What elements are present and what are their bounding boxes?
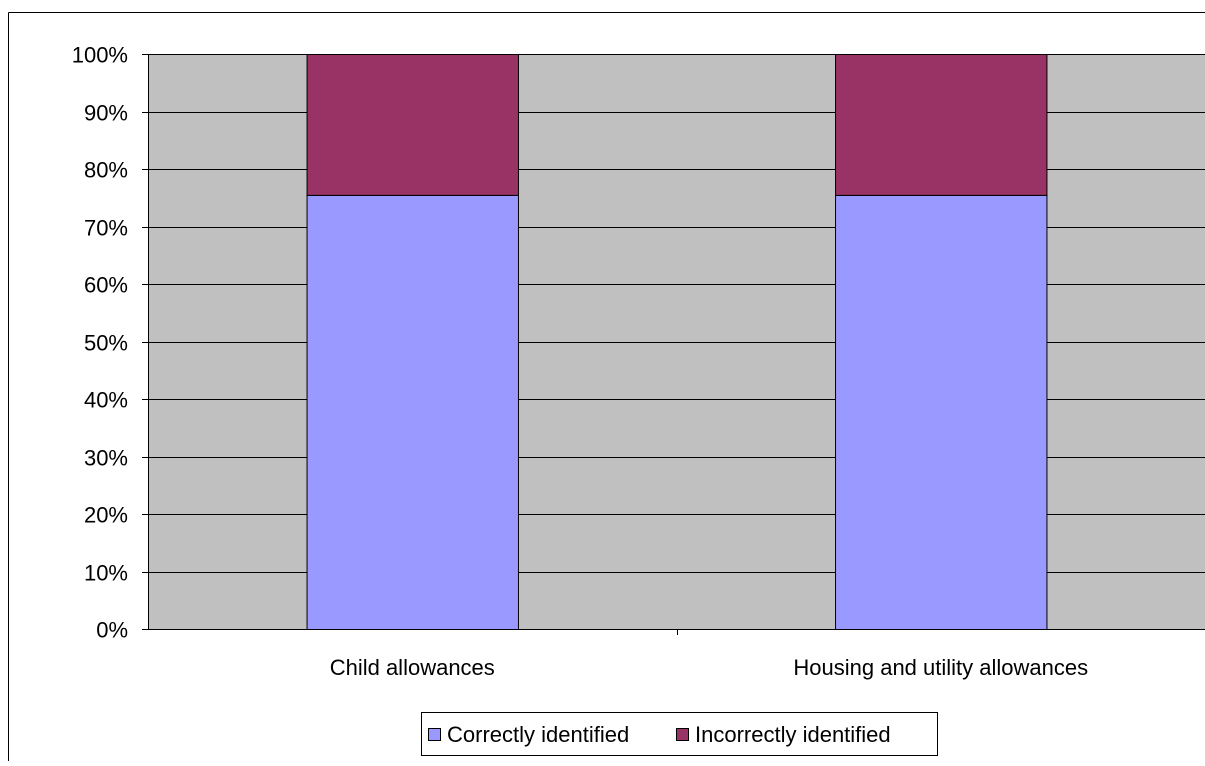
bars xyxy=(306,54,1048,630)
legend: Correctly identified Incorrectly identif… xyxy=(421,712,938,756)
y-tick-label: 50% xyxy=(84,331,128,356)
y-tick-label: 60% xyxy=(84,273,128,298)
legend-label-incorrectly-identified: Incorrectly identified xyxy=(695,722,891,747)
y-tick-label: 100% xyxy=(72,43,128,68)
y-tick-label: 70% xyxy=(84,216,128,241)
x-tick-label: Child allowances xyxy=(330,655,495,680)
bar-incorrectly-identified xyxy=(835,54,1048,196)
legend-label-correctly-identified: Correctly identified xyxy=(447,722,629,747)
bar-incorrectly-identified xyxy=(306,54,519,196)
x-tick-label: Housing and utility allowances xyxy=(793,655,1088,680)
bar-correctly-identified xyxy=(306,194,519,630)
y-tick-label: 0% xyxy=(96,618,128,643)
legend-swatch-incorrectly-identified xyxy=(676,728,689,741)
y-axis-tick-labels: 0% 10% 20% 30% 40% 50% 60% 70% 80% 90% 100% xyxy=(72,43,128,643)
y-tick-label: 40% xyxy=(84,388,128,413)
y-tick-label: 80% xyxy=(84,158,128,183)
legend-swatch-correctly-identified xyxy=(428,728,441,741)
axes xyxy=(142,54,1205,635)
x-axis-tick-labels: Child allowances Housing and utility allo… xyxy=(330,655,1088,680)
y-tick-label: 20% xyxy=(84,503,128,528)
y-tick-label: 90% xyxy=(84,101,128,126)
bar-correctly-identified xyxy=(835,194,1048,630)
y-tick-label: 10% xyxy=(84,561,128,586)
y-tick-label: 30% xyxy=(84,446,128,471)
